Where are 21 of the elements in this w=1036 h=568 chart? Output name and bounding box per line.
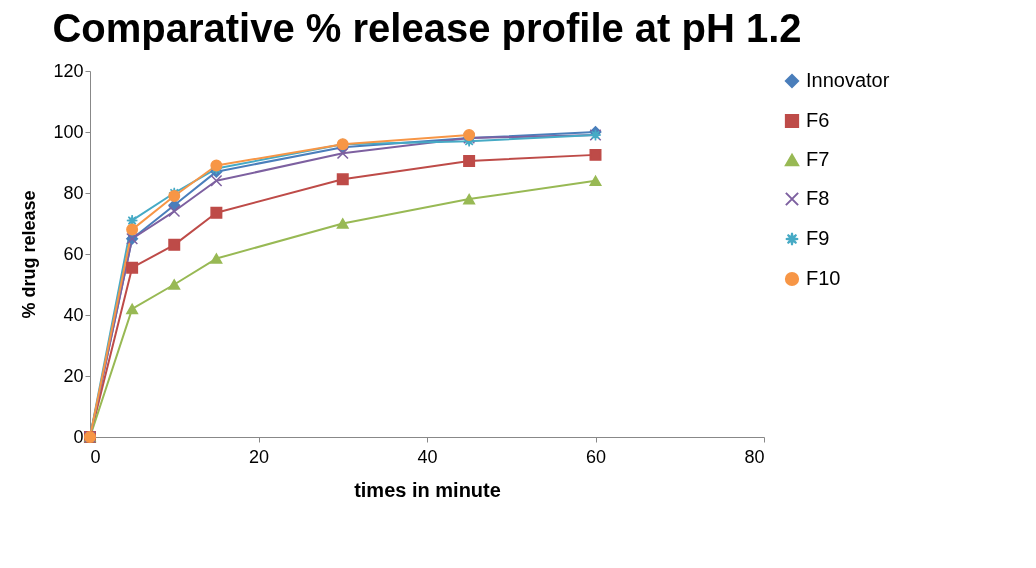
y-axis-title: % drug release — [19, 190, 40, 319]
y-tick-label: 120 — [53, 60, 84, 81]
x-tick-label: 40 — [417, 446, 438, 467]
y-tick-label: 100 — [53, 121, 84, 142]
y-tick-label: 80 — [63, 182, 84, 203]
legend-label: F9 — [806, 227, 830, 249]
legend-label: F8 — [806, 187, 830, 209]
chart-title: Comparative % release profile at pH 1.2 — [52, 6, 802, 50]
y-tick-label: 60 — [63, 243, 84, 264]
legend-label: F10 — [806, 267, 841, 289]
x-tick-label: 60 — [585, 446, 607, 467]
x-axis-title: times in minute — [354, 478, 501, 501]
x-tick-label: 20 — [248, 446, 270, 467]
y-tick-label: 0 — [73, 426, 84, 447]
legend-label: F7 — [806, 148, 830, 170]
legend-label: Innovator — [806, 69, 890, 91]
x-tick-label: 0 — [90, 446, 101, 467]
y-tick-label: 20 — [63, 365, 84, 386]
legend-label: F6 — [806, 109, 830, 131]
y-tick-label: 40 — [63, 304, 84, 325]
x-tick-label: 80 — [744, 446, 765, 467]
